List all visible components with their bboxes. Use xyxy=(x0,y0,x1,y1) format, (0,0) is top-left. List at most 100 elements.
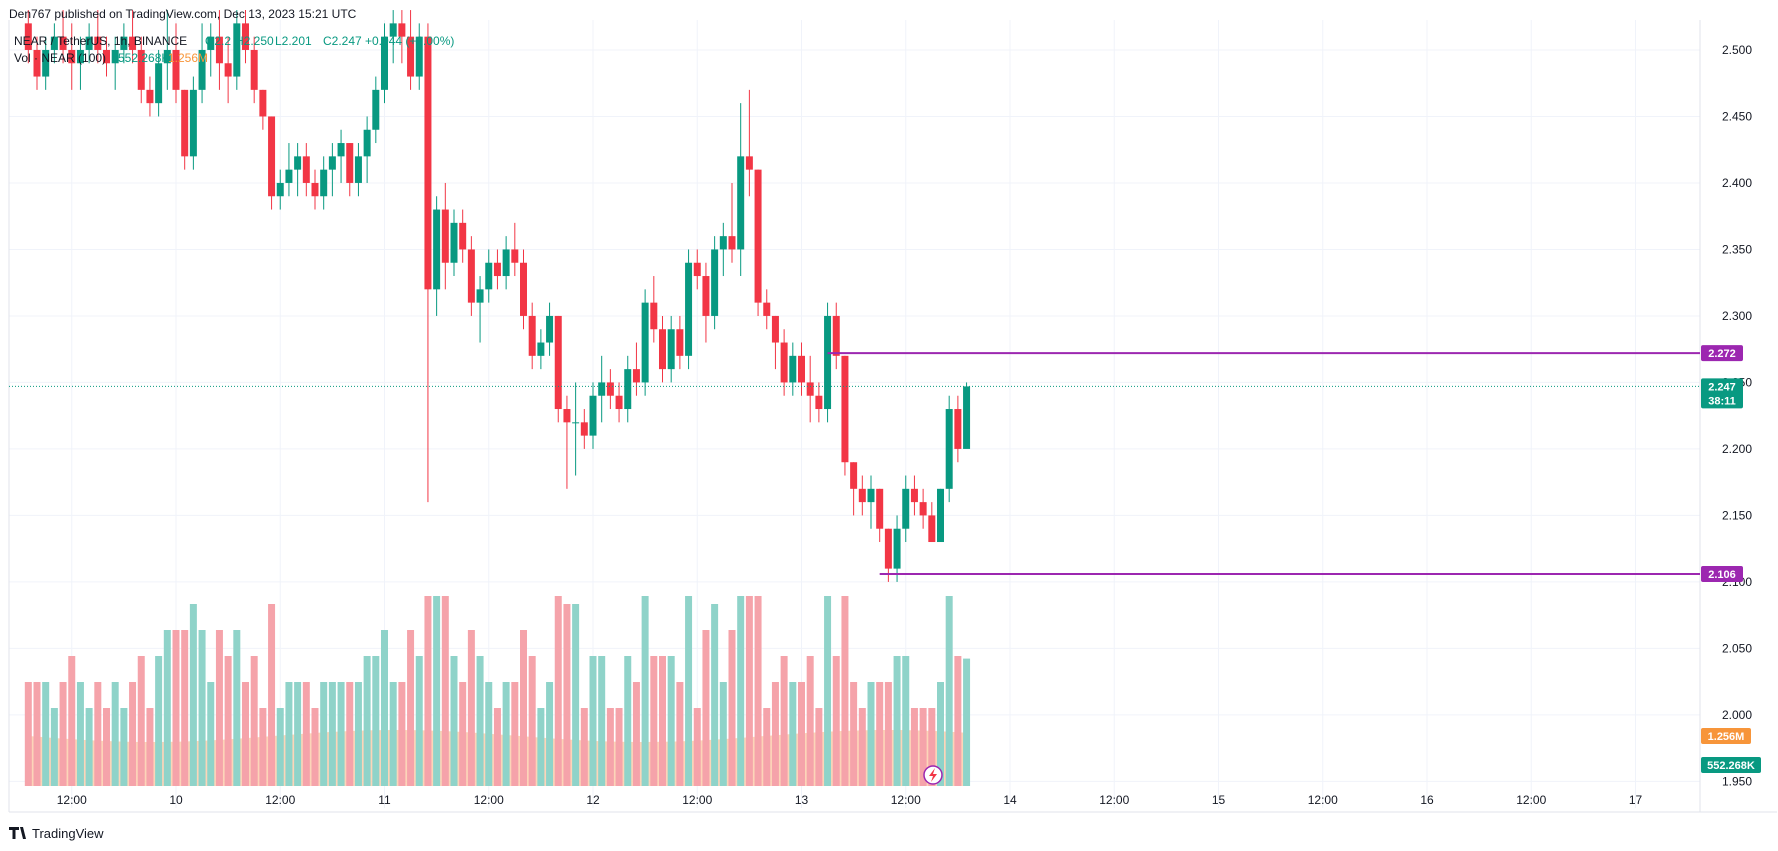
candle-body xyxy=(389,23,397,37)
candle-body xyxy=(311,182,319,197)
candle xyxy=(398,10,406,64)
volume-bar xyxy=(632,682,640,786)
volume-bar xyxy=(215,630,223,786)
volume-bar xyxy=(155,656,163,786)
volume-bar xyxy=(771,682,779,786)
volume-bar xyxy=(129,682,137,786)
price-tick-label: 2.150 xyxy=(1722,508,1752,522)
candle xyxy=(459,209,467,263)
time-tick-label: 12:00 xyxy=(1516,793,1546,807)
volume-bar xyxy=(407,630,415,786)
candle-body xyxy=(94,36,102,50)
candle xyxy=(546,302,554,356)
time-tick-label: 12:00 xyxy=(474,793,504,807)
volume-bar xyxy=(381,630,388,786)
candle xyxy=(780,329,788,396)
candle xyxy=(381,23,388,104)
candle xyxy=(580,409,588,449)
volume-bar xyxy=(667,656,675,786)
candle xyxy=(224,36,232,104)
resistance-tag: 2.272 xyxy=(1701,345,1743,362)
volume-bar xyxy=(137,656,145,786)
volume-bar xyxy=(146,708,154,786)
candle xyxy=(789,342,797,396)
svg-text:2.106: 2.106 xyxy=(1708,569,1736,581)
volume-bar xyxy=(467,630,475,786)
volume-bar xyxy=(693,708,701,786)
volume-ma-tag: 1.256M xyxy=(1701,728,1751,744)
price-tick-label: 2.450 xyxy=(1722,109,1752,123)
candle-body xyxy=(198,49,206,90)
candle-body xyxy=(33,49,41,77)
candle-body xyxy=(893,528,901,569)
candle-body xyxy=(433,209,441,290)
candle-body xyxy=(485,262,493,290)
candle-body xyxy=(476,289,484,303)
candle-body xyxy=(771,315,779,343)
volume-bar xyxy=(337,682,345,786)
volume-bar xyxy=(363,656,371,786)
candle xyxy=(493,249,501,290)
volume-bar xyxy=(511,682,519,786)
volume-bar xyxy=(676,682,684,786)
time-tick-label: 12:00 xyxy=(891,793,921,807)
candle xyxy=(815,382,823,423)
lightning-icon[interactable] xyxy=(923,765,943,785)
svg-text:2.272: 2.272 xyxy=(1708,348,1736,360)
candle xyxy=(276,169,284,210)
volume-bar xyxy=(893,656,901,786)
candle-body xyxy=(841,355,849,463)
candle xyxy=(737,103,745,277)
volume-bar xyxy=(572,604,580,786)
candle xyxy=(893,515,901,582)
price-tick-label: 2.050 xyxy=(1722,641,1752,655)
candle xyxy=(441,182,449,290)
volume-bar xyxy=(33,682,41,786)
volume-bar xyxy=(824,596,832,786)
volume-bar xyxy=(841,596,849,786)
candle-body xyxy=(242,23,249,50)
volume-bar xyxy=(59,682,67,786)
candle-body xyxy=(163,49,171,64)
tradingview-logo[interactable]: TradingView xyxy=(9,826,104,841)
time-axis: 12:00 10 12:00 11 12:00 12 12:00 13 12:00 14 12:00… xyxy=(57,793,1643,807)
candle xyxy=(198,23,206,104)
candle xyxy=(337,129,345,183)
volume-bar xyxy=(806,656,814,786)
candle xyxy=(910,475,918,516)
volume-bar xyxy=(910,708,918,786)
volume-bar xyxy=(520,630,527,786)
candle-body xyxy=(546,315,554,343)
time-tick-label: 12 xyxy=(586,793,600,807)
candle xyxy=(294,143,302,197)
candle xyxy=(676,315,684,370)
volume-bar xyxy=(554,596,562,786)
candle xyxy=(728,182,736,263)
candle-body xyxy=(50,36,58,50)
volume-bar xyxy=(719,682,727,786)
price-candles xyxy=(24,10,971,582)
volume-bar xyxy=(415,656,423,786)
candle-body xyxy=(537,342,545,356)
candle xyxy=(76,36,84,90)
candle xyxy=(302,143,310,197)
candle xyxy=(937,488,944,543)
candle-body xyxy=(372,89,380,130)
volume-bar xyxy=(198,630,206,786)
candle xyxy=(763,289,771,330)
volume-bar xyxy=(876,682,884,786)
volume-bar xyxy=(624,656,632,786)
candle-body xyxy=(337,143,345,157)
volume-bar xyxy=(485,682,493,786)
candle-body xyxy=(719,236,727,250)
candle-body xyxy=(450,222,458,263)
candle-body xyxy=(441,209,449,263)
volume-bar xyxy=(641,596,649,786)
candle-body xyxy=(832,315,840,356)
candle-body xyxy=(745,156,753,170)
volume-bar xyxy=(937,682,944,786)
price-tick-label: 2.350 xyxy=(1722,242,1752,256)
candle-body xyxy=(42,49,50,77)
time-tick-label: 12:00 xyxy=(265,793,295,807)
candle xyxy=(606,369,614,410)
